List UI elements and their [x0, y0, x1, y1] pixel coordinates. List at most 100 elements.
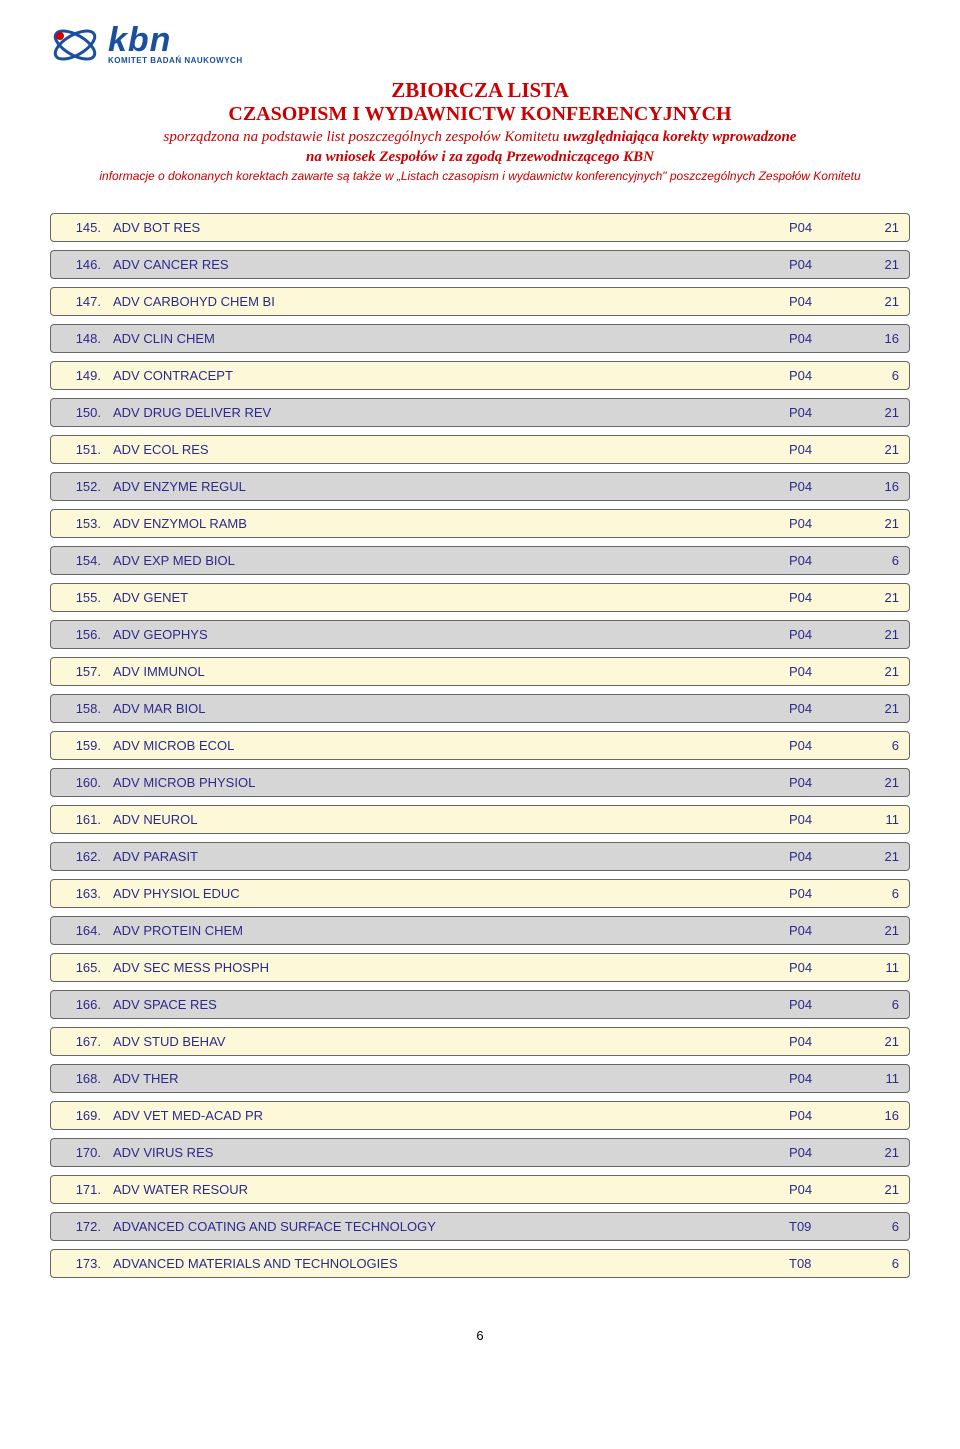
table-row: 153.ADV ENZYMOL RAMBP0421: [50, 509, 910, 538]
row-name: ADV EXP MED BIOL: [113, 553, 789, 568]
row-code: P04: [789, 220, 859, 235]
table-row: 173.ADVANCED MATERIALS AND TECHNOLOGIEST…: [50, 1249, 910, 1278]
row-number: 155.: [61, 590, 113, 605]
row-number: 172.: [61, 1219, 113, 1234]
row-name: ADV GENET: [113, 590, 789, 605]
header-block: ZBIORCZA LISTA CZASOPISM I WYDAWNICTW KO…: [50, 78, 910, 183]
table-row: 169.ADV VET MED-ACAD PRP0416: [50, 1101, 910, 1130]
row-code: P04: [789, 701, 859, 716]
table-row: 155.ADV GENETP0421: [50, 583, 910, 612]
row-number: 171.: [61, 1182, 113, 1197]
row-name: ADV BOT RES: [113, 220, 789, 235]
row-code: P04: [789, 294, 859, 309]
row-score: 21: [859, 590, 899, 605]
logo-subtitle: KOMITET BADAŃ NAUKOWYCH: [108, 56, 243, 65]
row-name: ADV SPACE RES: [113, 997, 789, 1012]
row-score: 6: [859, 738, 899, 753]
row-code: P04: [789, 886, 859, 901]
row-score: 21: [859, 294, 899, 309]
row-score: 21: [859, 405, 899, 420]
table-row: 150.ADV DRUG DELIVER REVP0421: [50, 398, 910, 427]
subtitle: sporządzona na podstawie list poszczegól…: [50, 128, 910, 167]
row-score: 11: [859, 960, 899, 975]
table-row: 165.ADV SEC MESS PHOSPHP0411: [50, 953, 910, 982]
row-score: 21: [859, 775, 899, 790]
row-name: ADV ECOL RES: [113, 442, 789, 457]
subtitle-bold-2: na wniosek Zespołów i za zgodą Przewodni…: [306, 149, 654, 165]
row-number: 145.: [61, 220, 113, 235]
row-code: P04: [789, 664, 859, 679]
logo-swirl-icon: [50, 20, 100, 70]
row-score: 21: [859, 664, 899, 679]
row-number: 162.: [61, 849, 113, 864]
row-number: 163.: [61, 886, 113, 901]
table-row: 168.ADV THERP0411: [50, 1064, 910, 1093]
row-score: 21: [859, 442, 899, 457]
row-name: ADV SEC MESS PHOSPH: [113, 960, 789, 975]
row-score: 21: [859, 220, 899, 235]
title-line-2: CZASOPISM I WYDAWNICTW KONFERENCYJNYCH: [50, 103, 910, 126]
row-name: ADV PHYSIOL EDUC: [113, 886, 789, 901]
row-score: 11: [859, 812, 899, 827]
row-name: ADV DRUG DELIVER REV: [113, 405, 789, 420]
row-name: ADV MICROB PHYSIOL: [113, 775, 789, 790]
row-name: ADV CANCER RES: [113, 257, 789, 272]
row-score: 21: [859, 1034, 899, 1049]
row-name: ADV CONTRACEPT: [113, 368, 789, 383]
table-row: 172.ADVANCED COATING AND SURFACE TECHNOL…: [50, 1212, 910, 1241]
row-code: T08: [789, 1256, 859, 1271]
table-row: 151.ADV ECOL RESP0421: [50, 435, 910, 464]
row-number: 164.: [61, 923, 113, 938]
row-code: P04: [789, 442, 859, 457]
row-code: P04: [789, 553, 859, 568]
table-row: 147.ADV CARBOHYD CHEM BIP0421: [50, 287, 910, 316]
row-score: 21: [859, 923, 899, 938]
row-number: 152.: [61, 479, 113, 494]
table-area: 145.ADV BOT RESP0421146.ADV CANCER RESP0…: [50, 213, 910, 1278]
table-row: 145.ADV BOT RESP0421: [50, 213, 910, 242]
row-code: P04: [789, 849, 859, 864]
table-row: 161.ADV NEUROLP0411: [50, 805, 910, 834]
row-score: 21: [859, 1145, 899, 1160]
row-name: ADV ENZYME REGUL: [113, 479, 789, 494]
table-row: 170.ADV VIRUS RESP0421: [50, 1138, 910, 1167]
table-row: 159.ADV MICROB ECOLP046: [50, 731, 910, 760]
subtitle-prefix: sporządzona na podstawie list poszczegól…: [164, 129, 564, 145]
row-number: 173.: [61, 1256, 113, 1271]
row-score: 6: [859, 368, 899, 383]
row-name: ADV PROTEIN CHEM: [113, 923, 789, 938]
row-number: 151.: [61, 442, 113, 457]
table-row: 171.ADV WATER RESOURP0421: [50, 1175, 910, 1204]
table-row: 148.ADV CLIN CHEMP0416: [50, 324, 910, 353]
table-row: 166.ADV SPACE RESP046: [50, 990, 910, 1019]
row-number: 161.: [61, 812, 113, 827]
row-name: ADV GEOPHYS: [113, 627, 789, 642]
row-number: 158.: [61, 701, 113, 716]
logo-text: kbn KOMITET BADAŃ NAUKOWYCH: [108, 25, 243, 65]
table-row: 158.ADV MAR BIOLP0421: [50, 694, 910, 723]
row-code: P04: [789, 479, 859, 494]
row-number: 169.: [61, 1108, 113, 1123]
logo: kbn KOMITET BADAŃ NAUKOWYCH: [50, 20, 910, 70]
row-code: P04: [789, 368, 859, 383]
table-row: 157.ADV IMMUNOLP0421: [50, 657, 910, 686]
row-number: 160.: [61, 775, 113, 790]
row-name: ADV MICROB ECOL: [113, 738, 789, 753]
row-code: T09: [789, 1219, 859, 1234]
table-row: 164.ADV PROTEIN CHEMP0421: [50, 916, 910, 945]
row-code: P04: [789, 257, 859, 272]
info-line: informacje o dokonanych korektach zawart…: [50, 169, 910, 183]
row-name: ADVANCED COATING AND SURFACE TECHNOLOGY: [113, 1219, 789, 1234]
row-score: 6: [859, 886, 899, 901]
table-row: 152.ADV ENZYME REGULP0416: [50, 472, 910, 501]
page-number: 6: [50, 1328, 910, 1343]
row-score: 11: [859, 1071, 899, 1086]
row-code: P04: [789, 1034, 859, 1049]
table-row: 160.ADV MICROB PHYSIOLP0421: [50, 768, 910, 797]
row-name: ADV ENZYMOL RAMB: [113, 516, 789, 531]
row-score: 21: [859, 627, 899, 642]
row-code: P04: [789, 923, 859, 938]
row-name: ADV VIRUS RES: [113, 1145, 789, 1160]
row-number: 153.: [61, 516, 113, 531]
table-row: 146.ADV CANCER RESP0421: [50, 250, 910, 279]
